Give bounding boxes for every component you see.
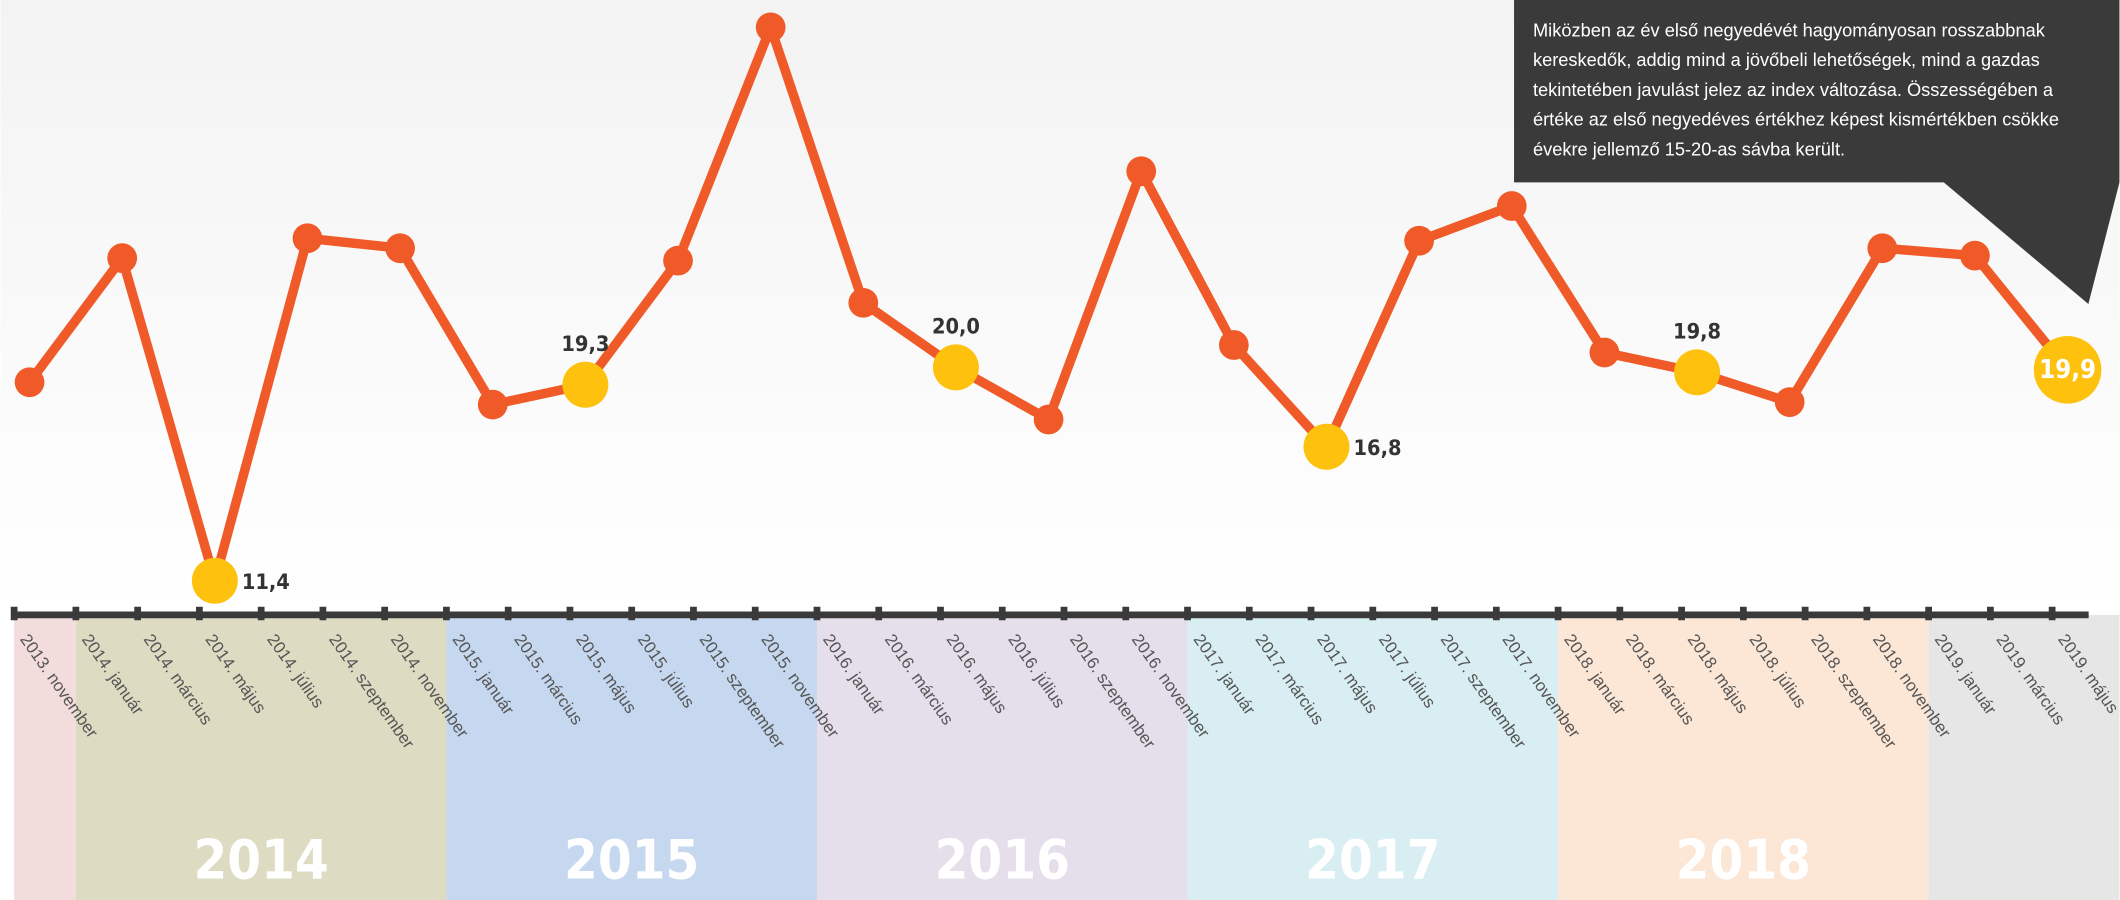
data-point [1404,225,1434,256]
year-label: 2014 [193,828,328,891]
value-label: 16,8 [1354,436,1402,461]
year-band [14,614,76,900]
data-point [385,233,415,264]
highlight-point [1674,349,1721,396]
data-point [1960,240,1990,271]
data-point [1589,337,1620,368]
data-point [1774,387,1805,417]
highlight-point [191,557,238,604]
data-point [107,243,138,274]
year-label: 2018 [1676,828,1811,891]
annotation-line: értéke az első negyedéves értékhez képes… [1533,109,2059,130]
highlight-point [1303,423,1350,470]
annotation-line: tekintetében javulást jelez az index vál… [1533,79,2054,100]
annotation-box [1514,0,2120,305]
value-label: 19,8 [1673,320,1721,345]
highlight-point [932,344,979,391]
annotation-line: évekre jellemző 15-20-as sávba került. [1533,138,1845,159]
year-band [816,614,1188,900]
data-point [1126,156,1157,187]
data-point [1496,191,1527,221]
value-label: 20,0 [932,315,980,340]
year-label: 2017 [1305,828,1440,891]
bands: 2014 2015 2016 2017 2018 [14,614,2120,900]
annotation-line: Miközben az év első negyedévét hagyomány… [1533,19,2046,40]
year-band [75,614,447,900]
year-label: 2015 [564,828,699,891]
year-band [1558,614,1929,900]
year-band [1187,614,1559,900]
year-label: 2016 [935,828,1070,891]
highlight-point [2033,336,2102,404]
data-point [755,12,786,43]
data-point [1867,233,1898,264]
data-point [1033,404,1064,435]
annotation-line: kereskedők, addig mind a jövőbeli lehető… [1533,49,2040,70]
highlight-point [562,361,609,408]
data-point [848,287,879,318]
value-label: 19,3 [561,332,609,357]
annotation: Miközben az év első negyedévét hagyomány… [1533,19,2059,159]
data-point [14,367,45,398]
data-point [477,389,508,420]
data-point [292,223,323,254]
year-band [446,614,817,900]
value-label: 19,9 [2039,355,2096,385]
data-point [663,245,693,276]
year-band [1928,614,2120,900]
data-point [1218,330,1249,360]
value-label: 11,4 [242,570,290,595]
